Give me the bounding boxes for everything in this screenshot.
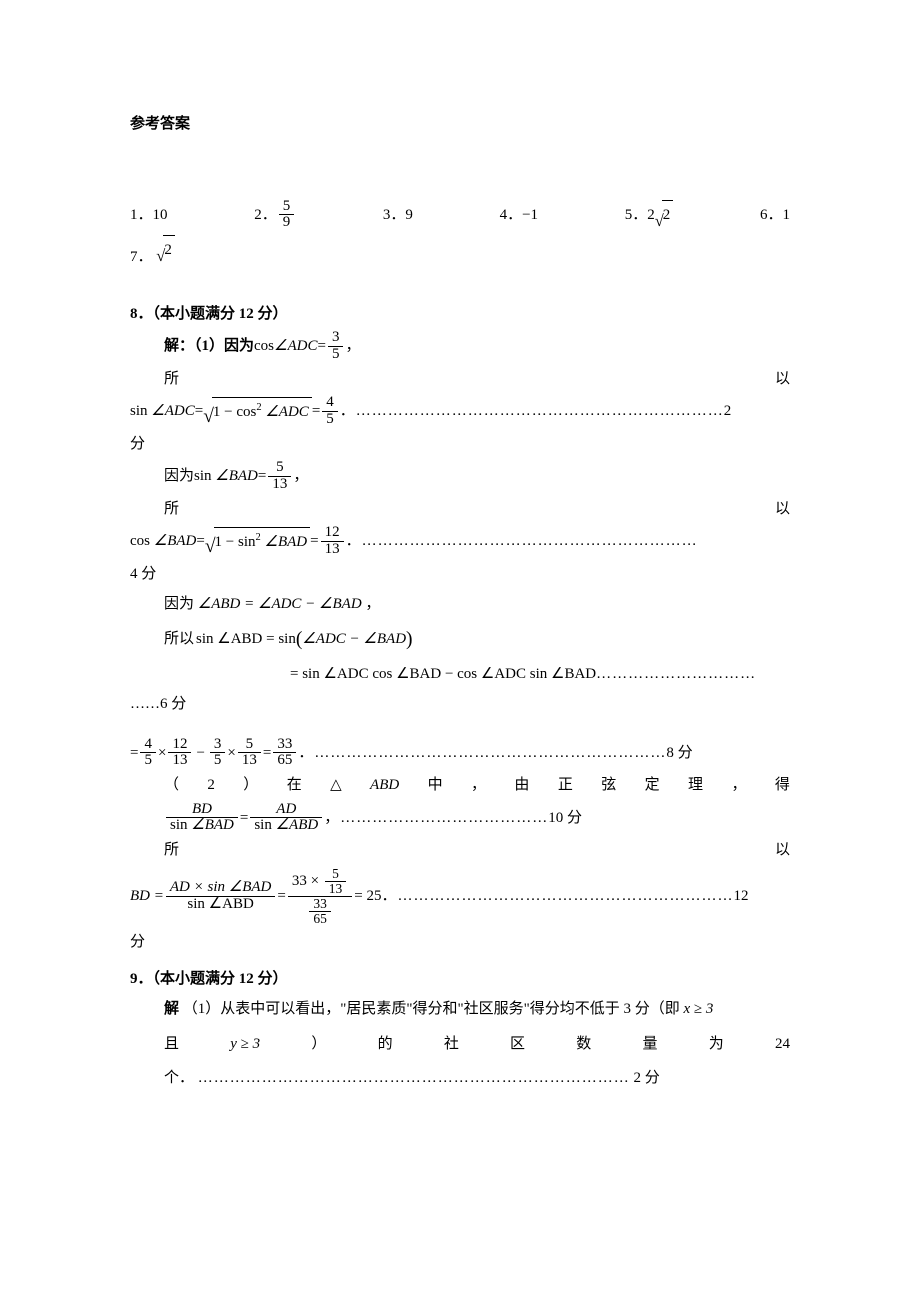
word: 数	[576, 1026, 591, 1062]
q9-line3: 个． ……………………………………………………………………… 2 分	[130, 1064, 790, 1093]
word: 定	[645, 771, 660, 800]
word: 在	[287, 771, 302, 800]
q8-cos-bad: cos ∠BAD = √1 − sin2 ∠BAD = 1213 ．…………………	[130, 525, 790, 558]
q8-cos-adc: 解：（1）因为 cos ∠ADC = 35 ，	[130, 330, 790, 363]
q8-so-1: 所以	[130, 365, 790, 394]
word: 24	[775, 1026, 790, 1062]
q8-fen-12: 分	[130, 928, 790, 957]
word: 的	[378, 1026, 393, 1062]
q8-heading: 8．（本小题满分 12 分）	[130, 300, 790, 329]
word: ABD	[370, 771, 399, 800]
q8-so-3: 所以	[130, 836, 790, 865]
q8-sin-adc: sin ∠ADC = √1 − cos2 ∠ADC = 45 ．………………………	[130, 395, 790, 428]
q8-abd-eq: 因为 ∠ABD = ∠ADC − ∠BAD ，	[130, 590, 790, 619]
word: △	[330, 771, 342, 800]
word: 量	[643, 1026, 658, 1062]
word: 弦	[601, 771, 616, 800]
q8-fen-2: 分	[130, 430, 790, 459]
q8-fen-4: 4 分	[130, 560, 790, 589]
q8-part2-intro: （ 2 ） 在 △ ABD 中 ， 由正弦定理 ， 得	[130, 771, 790, 800]
word: ，	[731, 771, 746, 800]
q9-line1: 解 （1）从表中可以看出，"居民素质"得分和"社区服务"得分均不低于 3 分（即…	[130, 995, 790, 1024]
q9-line2: 且 y ≥ 3 ） 的 社 区 数 量 为 24	[130, 1026, 790, 1062]
word: y ≥ 3	[230, 1026, 260, 1062]
q8-sin-abd: 所以 sin ∠ABD = sin (∠ADC − ∠BAD)	[130, 621, 790, 658]
answer-5: 5． 2 √2	[625, 200, 674, 230]
word: 得	[775, 771, 790, 800]
word: 为	[709, 1026, 724, 1062]
word: ，	[471, 771, 486, 800]
q8-bd-result: BD = AD × sin ∠BAD sin ∠ABD = 33 × 513 3…	[130, 867, 790, 927]
q8-sine-rule: BD sin ∠BAD = AD sin ∠ABD ，……………………………………	[130, 802, 790, 835]
word: ）	[243, 771, 258, 800]
answer-6: 6． 1	[760, 201, 790, 230]
answer-key-title: 参考答案	[130, 110, 790, 139]
word: 中	[428, 771, 443, 800]
answer-7: 7． √2	[130, 235, 790, 272]
q8-calc: = 45 × 1213 − 35 × 513 = 3365 ．…………………………	[130, 737, 790, 770]
word: （	[164, 771, 179, 800]
word: 正	[558, 771, 573, 800]
word: ）	[311, 1026, 326, 1062]
word: 且	[164, 1026, 179, 1062]
q8-sin-bad: 因为 sin ∠BAD = 513 ，	[130, 460, 790, 493]
word: 由	[514, 771, 529, 800]
answer-4: 4． −1	[500, 201, 538, 230]
answer-1: 1． 10	[130, 201, 168, 230]
page: 参考答案 1． 10 2． 59 3． 9 4． −1 5． 2 √2 6． 1…	[0, 0, 920, 1302]
answer-2: 2． 59	[254, 199, 296, 232]
q8-expand: = sin ∠ADC cos ∠BAD − cos ∠ADC sin ∠BAD …	[130, 660, 790, 689]
answer-3: 3． 9	[383, 201, 413, 230]
word: 区	[510, 1026, 525, 1062]
q8-fen-6: ……6 分	[130, 690, 790, 719]
q8-so-2: 所以	[130, 495, 790, 524]
word: 社	[444, 1026, 459, 1062]
q9-heading: 9．（本小题满分 12 分）	[130, 965, 790, 994]
word: 理	[688, 771, 703, 800]
word: 2	[207, 771, 215, 800]
short-answers-row-1: 1． 10 2． 59 3． 9 4． −1 5． 2 √2 6． 1	[130, 199, 790, 232]
